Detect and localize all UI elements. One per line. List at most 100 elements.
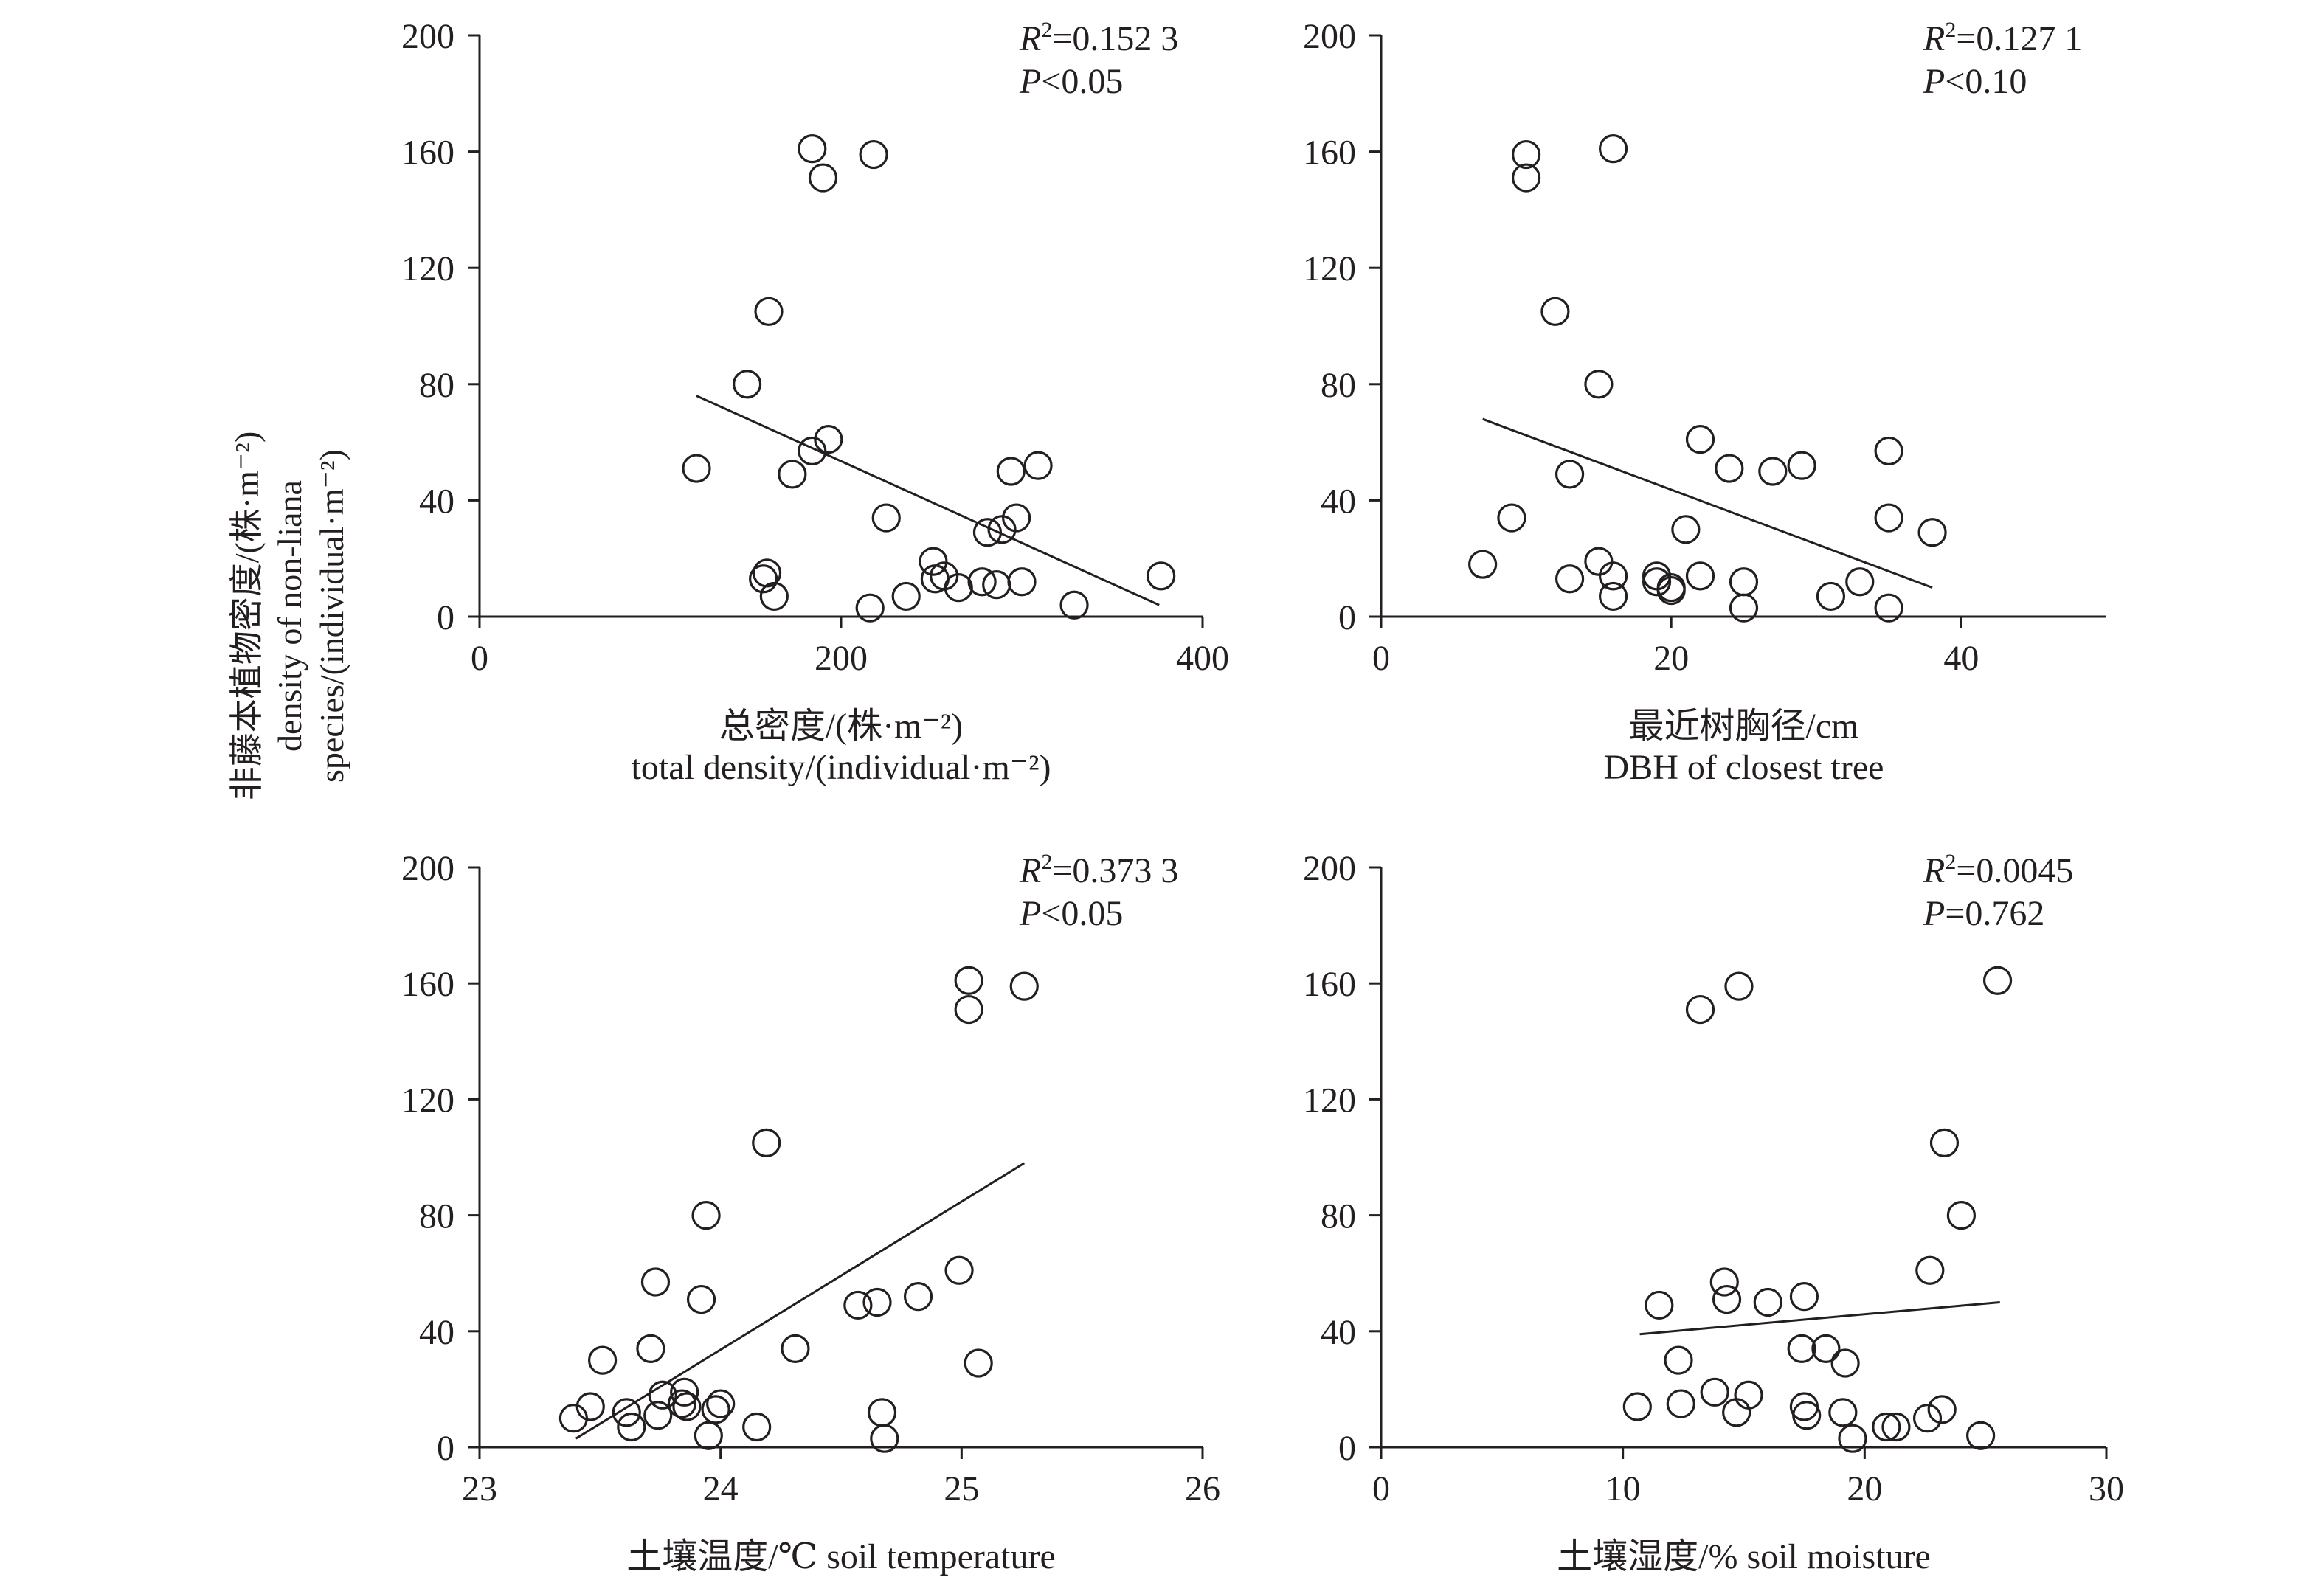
data-point [1715,454,1744,483]
x-axis-label-cn: 最近树胸径/cm [1629,707,1859,746]
data-point [954,994,983,1025]
p-value: <0.05 [1041,62,1123,101]
data-point [1656,575,1686,606]
data-point [1792,1401,1822,1430]
x-axis-label-en: total density/(individual·m⁻²) [632,748,1051,787]
p-value: <0.10 [1945,62,2027,101]
y-tick-label: 80 [419,366,454,405]
data-point [1845,567,1875,597]
data-point [1009,971,1039,1001]
data-point [1512,139,1541,170]
p-value-annotation: P=0.762 [1923,894,2044,933]
data-point [1598,561,1628,591]
data-point [1497,503,1526,533]
data-point [808,163,838,193]
data-point [640,1267,671,1297]
trend-line [1639,1301,2000,1336]
data-point [706,1389,736,1418]
data-point [1729,593,1759,623]
trend-line [696,395,1160,606]
data-point [1946,1200,1976,1230]
data-point [972,518,1003,547]
data-point [672,1392,702,1421]
data-point [1664,1345,1693,1375]
x-tick-label: 20 [1653,639,1689,678]
data-point [1007,567,1037,597]
data-point [778,460,807,489]
x-tick-label: 40 [1943,639,1979,678]
x-axis-label-en: soil temperature [826,1537,1056,1576]
data-point [1874,436,1903,466]
data-point [1874,503,1903,533]
scatter-panel-4: 0 40 80 120 160 200 0 10 20 30 土壤湿度/% soil moistur… [1303,849,2124,1576]
p-symbol: P [1923,894,1945,933]
data-point [1734,1380,1763,1410]
data-point [752,1128,781,1157]
data-point [1929,1128,1960,1157]
data-point [798,436,827,466]
data-point [781,1334,810,1363]
p-value: <0.05 [1041,894,1123,933]
r-superscript: 2 [1945,18,1956,42]
x-axis-label-en: DBH of closest tree [1604,748,1884,787]
r-squared-value: =0.152 3 [1052,19,1178,58]
y-tick-label: 120 [401,1081,454,1120]
data-point [1584,547,1614,576]
data-point [867,1398,897,1427]
data-point [1787,451,1816,480]
data-point [1002,503,1031,533]
trend-line [1482,417,1933,589]
x-axis-label-cn: 土壤温度/℃ [626,1537,817,1576]
x-tick-label: 20 [1847,1469,1882,1508]
data-point [944,572,973,603]
x-axis-label: 土壤湿度/% soil moisture [1557,1537,1931,1576]
data-point [1729,567,1759,597]
x-tick-label: 23 [462,1469,497,1508]
data-point [1811,1334,1841,1363]
data-point [643,1401,673,1430]
data-point [1059,590,1089,620]
data-point [1915,1255,1945,1285]
data-point [1789,1282,1819,1312]
data-point [667,1389,697,1418]
x-axis-label-space [817,1537,826,1576]
data-point [1917,518,1947,547]
x-axis-label-cn: 土壤湿度/% [1557,1537,1737,1576]
data-point [891,581,921,611]
p-value-annotation: P<0.05 [1019,62,1123,101]
y-tick-label: 160 [401,965,454,1004]
data-point [701,1395,730,1424]
data-point [1147,561,1176,591]
y-tick-label: 160 [1303,134,1356,173]
data-point [1584,370,1614,399]
x-tick-label: 400 [1176,639,1229,678]
data-point [1712,1284,1742,1314]
data-point [855,593,885,623]
y-tick-label: 160 [401,134,454,173]
data-point [759,581,789,611]
r-symbol: R [1923,851,1945,890]
data-point [1685,561,1715,591]
data-point [871,503,901,533]
r-squared-annotation: R2=0.152 3 [1019,18,1178,58]
r-superscript: 2 [1945,850,1956,874]
r-squared-value: =0.127 1 [1956,19,2082,58]
data-point [1874,593,1903,623]
r-squared-value: =0.373 3 [1052,851,1178,890]
data-point [636,1334,665,1363]
data-point [1468,550,1498,579]
data-point [1789,1392,1819,1421]
data-point [686,1284,716,1314]
data-point [944,1255,974,1285]
r-symbol: R [1019,19,1041,58]
data-point [843,1290,873,1320]
data-point [1685,425,1715,454]
y-tick-label: 120 [1303,249,1356,288]
r-symbol: R [1923,19,1945,58]
x-tick-label: 26 [1185,1469,1220,1508]
x-tick-label: 30 [2089,1469,2124,1508]
data-point [1023,451,1053,480]
data-point [612,1398,641,1427]
data-point [1700,1377,1729,1407]
